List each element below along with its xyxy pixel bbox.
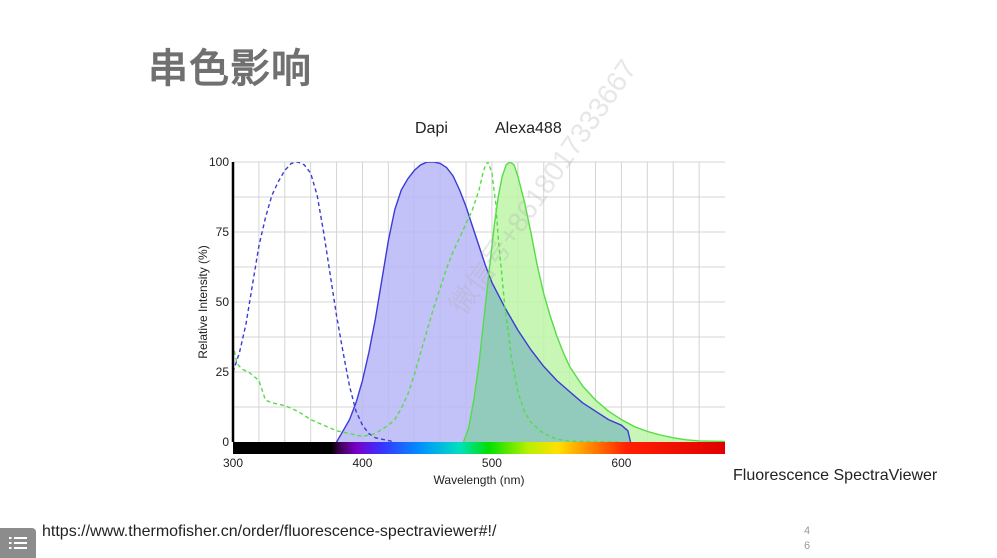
y-tick-label: 100 <box>209 155 229 169</box>
series-line-alexa488-excitation <box>233 162 622 442</box>
page-number-digit: 4 <box>803 525 811 537</box>
y-tick-label: 75 <box>216 225 230 239</box>
ticks: 300 400 500 600 0 25 50 75 100 <box>209 155 632 470</box>
x-tick-label: 400 <box>352 456 372 470</box>
x-axis-label: Wavelength (nm) <box>434 473 525 487</box>
series-line-alexa488-emission <box>462 162 725 442</box>
page-number: 4 6 <box>802 524 812 554</box>
legend-label-alexa488: Alexa488 <box>495 120 562 137</box>
x-tick-label: 300 <box>223 456 243 470</box>
y-tick-label: 0 <box>222 435 229 449</box>
chart-caption: Fluorescence SpectraViewer <box>733 467 938 484</box>
y-axis-label: Relative Intensity (%) <box>196 245 210 358</box>
series-line-dapi-emission <box>335 162 632 442</box>
y-tick-label: 25 <box>216 365 230 379</box>
spectrum-bar <box>233 442 725 454</box>
x-tick-label: 500 <box>482 456 502 470</box>
list-menu-icon <box>9 537 27 549</box>
series-line-dapi-excitation <box>233 162 395 442</box>
legend-label-dapi: Dapi <box>415 120 448 137</box>
y-tick-label: 50 <box>216 295 230 309</box>
area-dapi-emission <box>336 162 631 442</box>
spectra-chart: 300 400 500 600 0 25 50 75 100 Wavelength (nm) R… <box>196 155 725 487</box>
page-number-digit: 6 <box>803 540 811 552</box>
series-layer <box>233 162 725 442</box>
menu-button[interactable] <box>0 528 36 558</box>
x-tick-label: 600 <box>611 456 631 470</box>
source-url-link[interactable]: https://www.thermofisher.cn/order/fluore… <box>42 523 497 540</box>
area-overlap <box>463 275 631 442</box>
slide-title: 串色影响 <box>148 46 312 92</box>
